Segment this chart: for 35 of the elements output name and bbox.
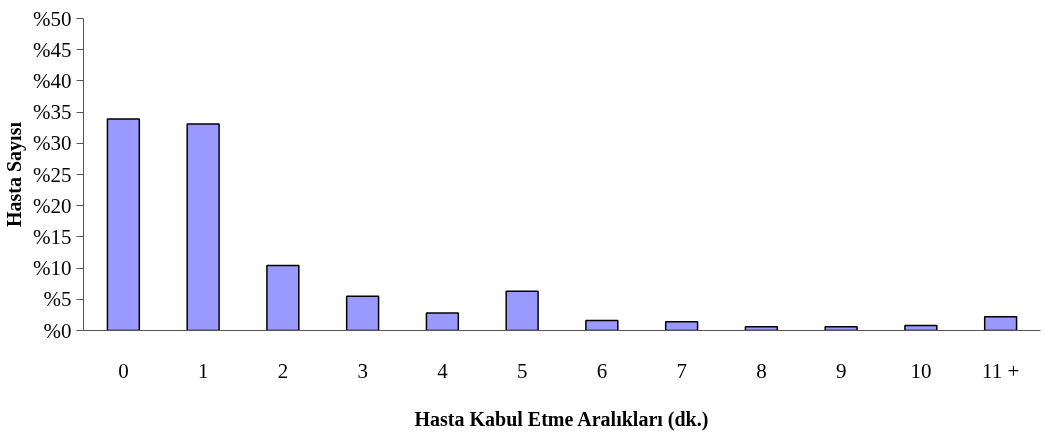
x-tick-label: 10 — [910, 358, 932, 383]
x-tick-label: 5 — [516, 358, 528, 383]
y-tick-label: %45 — [33, 37, 72, 62]
bar — [425, 312, 460, 331]
bar — [345, 295, 380, 331]
bar — [664, 321, 699, 331]
bar — [585, 319, 619, 331]
x-tick-label: 0 — [118, 358, 129, 383]
x-tick-label: 2 — [277, 358, 289, 383]
y-tick-label: %35 — [33, 100, 72, 125]
y-tick-label: %0 — [43, 318, 72, 343]
y-tick-label: %20 — [33, 193, 72, 218]
x-tick-label: 9 — [835, 358, 847, 383]
y-tick-label: %5 — [43, 287, 72, 312]
x-tick-label: 1 — [197, 358, 209, 383]
y-tick-label: %10 — [33, 256, 72, 281]
bar — [266, 264, 300, 331]
bar — [824, 326, 858, 331]
x-tick-label: 4 — [437, 358, 449, 383]
y-tick-label: %30 — [33, 131, 72, 156]
x-tick-label: 8 — [756, 358, 767, 383]
x-axis-title: Hasta Kabul Etme Aralıkları (dk.) — [414, 407, 709, 431]
y-tick-label: %15 — [33, 224, 72, 249]
y-tick-label: %50 — [33, 6, 72, 31]
y-tick-label: %40 — [33, 68, 72, 93]
bar — [505, 290, 539, 331]
bar — [983, 316, 1018, 331]
x-tick-label: 3 — [357, 358, 368, 383]
y-axis-title: Hasta Sayısı — [3, 121, 27, 228]
bar — [186, 123, 220, 331]
bar — [106, 118, 141, 331]
x-tick-label: 11 + — [981, 358, 1020, 383]
x-tick-label: 7 — [676, 358, 687, 383]
x-tick-label: 6 — [596, 358, 608, 383]
y-tick-label: %25 — [33, 162, 72, 187]
